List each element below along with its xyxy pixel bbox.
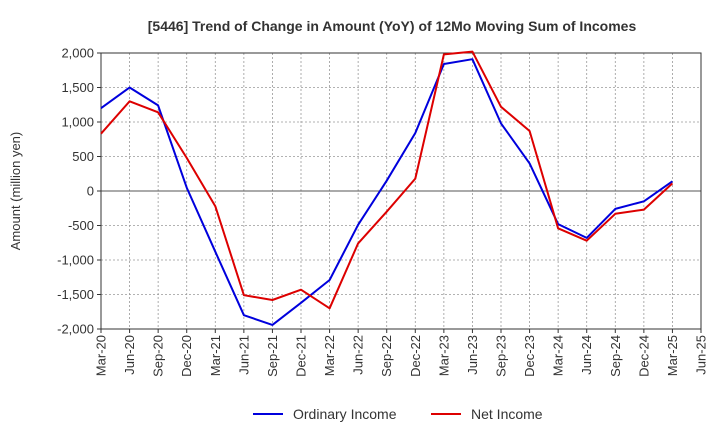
y-tick-label: 2,000 — [61, 46, 94, 61]
x-tick-label: Sep-20 — [151, 335, 166, 377]
x-tick-label: Dec-22 — [408, 335, 423, 377]
x-tick-label: Mar-21 — [208, 335, 223, 376]
y-tick-label: 0 — [87, 184, 94, 199]
x-tick-label: Sep-21 — [265, 335, 280, 377]
x-tick-label: Jun-20 — [122, 335, 137, 375]
y-tick-label: 500 — [72, 149, 94, 164]
y-tick-label: 1,000 — [61, 115, 94, 130]
chart-title: [5446] Trend of Change in Amount (YoY) o… — [148, 18, 637, 34]
x-tick-label: Jun-24 — [579, 335, 594, 375]
x-tick-label: Jun-22 — [351, 335, 366, 375]
x-tick-label: Jun-21 — [236, 335, 251, 375]
legend-label: Ordinary Income — [293, 406, 397, 422]
x-tick-label: Mar-20 — [94, 335, 109, 376]
x-tick-label: Mar-23 — [436, 335, 451, 376]
x-tick-label: Jun-23 — [465, 335, 480, 375]
y-tick-label: -1,000 — [57, 253, 94, 268]
x-tick-label: Mar-25 — [665, 335, 680, 376]
y-tick-label: -2,000 — [57, 322, 94, 337]
x-tick-label: Dec-20 — [179, 335, 194, 377]
x-tick-label: Mar-22 — [322, 335, 337, 376]
x-tick-label: Sep-23 — [494, 335, 509, 377]
x-tick-label: Dec-21 — [294, 335, 309, 377]
x-tick-label: Jun-25 — [694, 335, 709, 375]
x-tick-label: Sep-24 — [608, 335, 623, 377]
x-tick-label: Sep-22 — [379, 335, 394, 377]
x-tick-label: Mar-24 — [551, 335, 566, 376]
x-tick-label: Dec-23 — [522, 335, 537, 377]
legend-label: Net Income — [471, 406, 543, 422]
x-tick-label: Dec-24 — [636, 335, 651, 377]
y-axis-label: Amount (million yen) — [8, 132, 23, 251]
y-tick-label: -1,500 — [57, 287, 94, 302]
legend: Ordinary Income Net Income — [253, 406, 543, 422]
y-tick-label: -500 — [68, 218, 94, 233]
y-tick-label: 1,500 — [61, 80, 94, 95]
